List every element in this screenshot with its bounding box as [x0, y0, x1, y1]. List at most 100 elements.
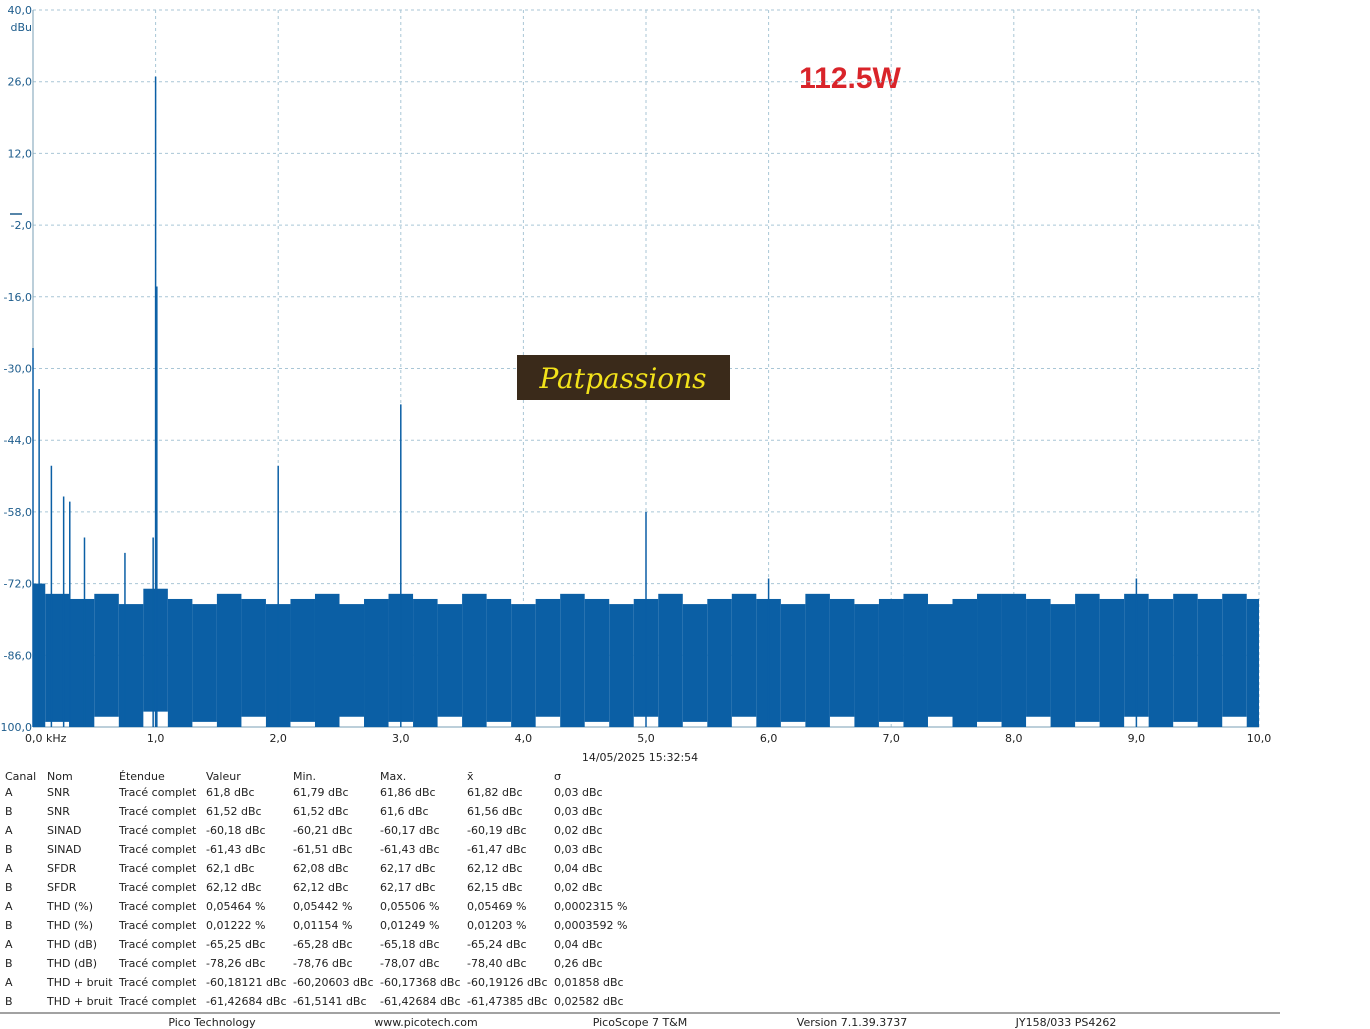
table-cell: 62,17 dBc	[380, 881, 436, 894]
noise-band	[192, 604, 217, 722]
x-tick-label: 10,0	[1247, 732, 1272, 745]
table-cell: 0,03 dBc	[554, 786, 603, 799]
table-cell: -60,19 dBc	[467, 824, 527, 837]
table-cell: THD + bruit	[46, 995, 113, 1008]
table-cell: 0,02 dBc	[554, 824, 603, 837]
table-cell: 0,05442 %	[293, 900, 352, 913]
table-cell: Tracé complet	[118, 919, 197, 932]
table-cell: 0,05464 %	[206, 900, 265, 913]
table-cell: -61,43 dBc	[380, 843, 440, 856]
noise-band	[69, 598, 95, 727]
table-cell: 0,03 dBc	[554, 843, 603, 856]
table-cell: B	[5, 805, 13, 818]
noise-band	[486, 598, 512, 722]
table-cell: -78,40 dBc	[467, 957, 527, 970]
x-tick-label: 9,0	[1128, 732, 1146, 745]
table-header: Nom	[47, 770, 73, 783]
table-cell: 61,6 dBc	[380, 805, 429, 818]
noise-band	[511, 604, 536, 727]
table-cell: 0,04 dBc	[554, 862, 603, 875]
table-cell: A	[5, 862, 13, 875]
x-tick-label: 1,0	[147, 732, 165, 745]
x-tick-label: 2,0	[269, 732, 287, 745]
table-cell: Tracé complet	[118, 957, 197, 970]
table-header: x̄	[467, 770, 474, 783]
table-cell: -60,17 dBc	[380, 824, 440, 837]
noise-band	[805, 593, 830, 727]
timestamp: 14/05/2025 15:32:54	[582, 751, 698, 764]
y-tick-label: -86,0	[4, 649, 32, 662]
table-cell: 62,17 dBc	[380, 862, 436, 875]
table-header: Canal	[5, 770, 36, 783]
table-cell: THD (dB)	[46, 957, 97, 970]
table-header: Valeur	[206, 770, 241, 783]
y-tick-label: -30,0	[4, 363, 32, 376]
table-cell: -60,18 dBc	[206, 824, 266, 837]
table-cell: B	[5, 957, 13, 970]
table-cell: 61,79 dBc	[293, 786, 349, 799]
y-tick-label: -58,0	[4, 506, 32, 519]
table-cell: 0,04 dBc	[554, 938, 603, 951]
noise-band	[1075, 593, 1100, 722]
noise-band	[584, 598, 610, 722]
table-cell: SINAD	[47, 824, 81, 837]
noise-band	[560, 593, 585, 727]
table-cell: 61,8 dBc	[206, 786, 255, 799]
noise-band	[1246, 598, 1259, 727]
y-tick-label: -16,0	[4, 291, 32, 304]
chart-title: 112.5W	[799, 62, 901, 95]
noise-band	[413, 598, 438, 727]
table-cell: 62,15 dBc	[467, 881, 523, 894]
noise-band	[216, 593, 242, 727]
noise-band	[658, 593, 683, 727]
noise-band	[903, 593, 928, 727]
table-cell: 0,01154 %	[293, 919, 352, 932]
noise-band	[1148, 598, 1174, 727]
table-cell: 62,12 dBc	[206, 881, 262, 894]
noise-band	[952, 598, 978, 727]
table-cell: A	[5, 976, 13, 989]
noise-band	[927, 604, 953, 717]
logo-box	[517, 355, 730, 400]
y-tick-label: 40,0	[8, 4, 33, 17]
table-cell: -60,19126 dBc	[467, 976, 548, 989]
noise-band	[707, 598, 732, 727]
noise-band	[364, 598, 389, 727]
table-cell: Tracé complet	[118, 805, 197, 818]
table-cell: 0,02582 dBc	[554, 995, 624, 1008]
table-cell: 62,1 dBc	[206, 862, 255, 875]
noise-band	[1173, 593, 1198, 722]
table-cell: 61,52 dBc	[206, 805, 262, 818]
noise-band	[1001, 593, 1027, 727]
footer-text: PicoScope 7 T&M	[593, 1016, 688, 1029]
table-cell: -61,51 dBc	[293, 843, 353, 856]
footer-text: www.picotech.com	[374, 1016, 477, 1029]
noise-band	[535, 598, 561, 717]
table-cell: -60,17368 dBc	[380, 976, 461, 989]
table-cell: B	[5, 881, 13, 894]
x-tick-label: 8,0	[1005, 732, 1023, 745]
x-tick-label: 5,0	[637, 732, 655, 745]
noise-band	[609, 604, 634, 727]
table-cell: A	[5, 824, 13, 837]
y-unit: dBu	[10, 21, 32, 34]
y-tick-label: 12,0	[8, 147, 33, 160]
y-tick-label: -100,0	[0, 721, 32, 734]
footer-text: JY158/033 PS4262	[1015, 1016, 1117, 1029]
noise-band	[829, 598, 855, 717]
table-cell: B	[5, 995, 13, 1008]
table-cell: -60,18121 dBc	[206, 976, 287, 989]
table-cell: -61,47 dBc	[467, 843, 527, 856]
noise-band	[1026, 598, 1051, 717]
table-cell: A	[5, 786, 13, 799]
table-cell: Tracé complet	[118, 881, 197, 894]
table-cell: -78,26 dBc	[206, 957, 266, 970]
table-cell: 0,01858 dBc	[554, 976, 624, 989]
noise-band	[339, 604, 365, 717]
table-cell: -60,21 dBc	[293, 824, 353, 837]
table-cell: Tracé complet	[118, 995, 197, 1008]
table-cell: -61,5141 dBc	[293, 995, 367, 1008]
noise-band	[314, 593, 340, 727]
table-cell: 0,0002315 %	[554, 900, 627, 913]
